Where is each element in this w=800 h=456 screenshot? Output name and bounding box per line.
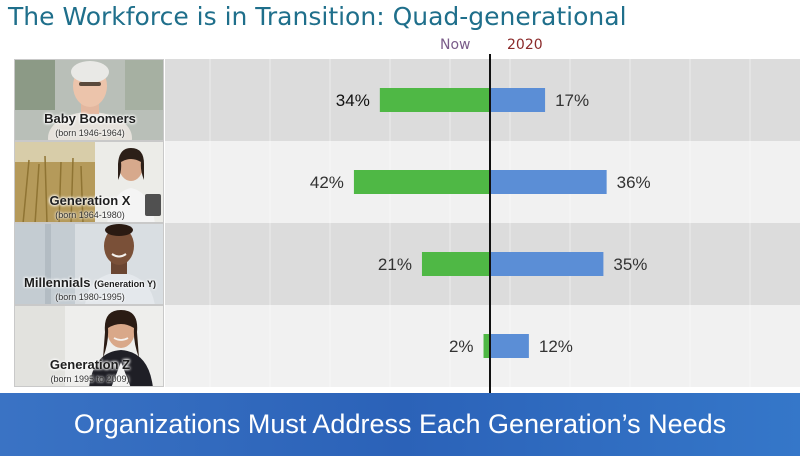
generation-card-generation-z: Generation Z (born 1995 to 2009) (14, 305, 164, 387)
generation-x-portrait-image (15, 142, 163, 222)
generation-born-range: (born 1946-1964) (55, 128, 125, 138)
data-label-2020-0: 17% (555, 91, 589, 110)
footer-text: Organizations Must Address Each Generati… (73, 409, 727, 439)
generation-born-range: (born 1964-1980) (55, 210, 125, 220)
legend-now: Now (440, 37, 471, 53)
diverging-bar-chart: 34% 17% 42% 36% 21% 35% 2% 12% (309, 54, 651, 393)
bar-now-3 (483, 334, 490, 358)
bar-2020-3 (490, 334, 529, 358)
baby-boomer-portrait-image (15, 60, 163, 140)
generation-name: Baby Boomers (44, 111, 136, 126)
bar-2020-2 (490, 252, 604, 276)
footer-banner: Organizations Must Address Each Generati… (0, 393, 800, 456)
data-label-now-0: 34% (336, 91, 370, 110)
legend-2020: 2020 (507, 37, 543, 53)
bar-now-2 (421, 252, 490, 276)
generation-name: Generation X (49, 193, 131, 208)
bar-2020-0 (490, 88, 546, 112)
data-label-now-1: 42% (310, 173, 344, 192)
data-label-2020-3: 12% (539, 337, 573, 356)
generation-name: Generation Z (49, 357, 131, 372)
data-label-now-3: 2% (449, 337, 474, 356)
bar-now-0 (379, 88, 490, 112)
generation-card-baby-boomers: Baby Boomers (born 1946-1964) (14, 59, 164, 141)
data-label-now-2: 21% (378, 255, 412, 274)
row-band-generation-z (165, 305, 800, 387)
generation-z-portrait-image (15, 306, 163, 386)
millennial-portrait-image (15, 224, 163, 304)
generation-card-millennials: Millennials (Generation Y) (born 1980-19… (14, 223, 164, 305)
generation-name: Millennials (Generation Y) (24, 275, 156, 290)
data-label-2020-1: 36% (617, 173, 651, 192)
slide-title: The Workforce is in Transition: Quad-gen… (8, 2, 627, 31)
generation-card-generation-x: Generation X (born 1964-1980) (14, 141, 164, 223)
bar-now-1 (353, 170, 490, 194)
generation-born-range: (born 1995 to 2009) (50, 374, 130, 384)
data-label-2020-2: 35% (613, 255, 647, 274)
bar-2020-1 (490, 170, 607, 194)
generation-born-range: (born 1980-1995) (55, 292, 125, 302)
